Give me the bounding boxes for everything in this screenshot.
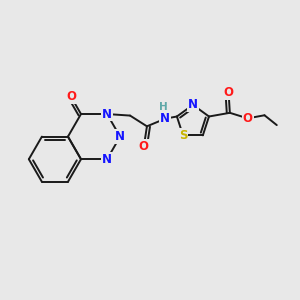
Text: O: O xyxy=(243,112,253,125)
Text: O: O xyxy=(139,140,149,153)
Text: N: N xyxy=(102,107,112,121)
Text: S: S xyxy=(179,129,187,142)
Text: O: O xyxy=(66,90,76,103)
Text: H: H xyxy=(159,102,168,112)
Text: N: N xyxy=(160,112,170,125)
Text: N: N xyxy=(102,153,112,166)
Text: N: N xyxy=(188,98,198,111)
Text: N: N xyxy=(115,130,125,143)
Text: O: O xyxy=(224,86,234,99)
